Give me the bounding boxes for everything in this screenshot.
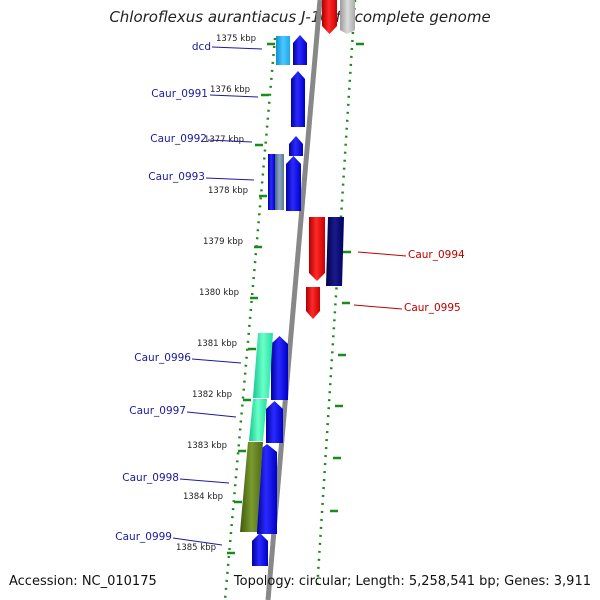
- scale-tick-label: 1379 kbp: [203, 237, 243, 247]
- scale-tick-label: 1385 kbp: [176, 543, 216, 553]
- partial-gene-top-red: [322, 0, 337, 34]
- outer-dotted-ruler: [315, 0, 357, 591]
- genome-summary: Topology: circular; Length: 5,258,541 bp…: [233, 574, 591, 589]
- gene-label-leader: [353, 304, 403, 310]
- gene-label-leader: [209, 94, 259, 98]
- gene-arrow-dcd[interactable]: [293, 35, 307, 65]
- scale-tick-label: 1378 kbp: [208, 186, 248, 196]
- gene-label-leader: [186, 411, 237, 418]
- gene-arrow-Caur_0995[interactable]: [306, 287, 320, 319]
- gene-label-Caur_0998[interactable]: Caur_0998: [122, 472, 179, 484]
- outer-ruler-dashes: [330, 42, 364, 513]
- gene-arrow-Caur_0992[interactable]: [289, 136, 303, 156]
- accession: Accession: NC_010175: [9, 574, 157, 589]
- gene-labels: dcd Caur_0991 Caur_0992 Caur_0993 Caur_0994 C…: [115, 41, 465, 546]
- feature-block-blue: [268, 154, 275, 210]
- feature-block-olive: [240, 442, 263, 532]
- map-title: Chloroflexus aurantiacus J-10-fl, comple…: [109, 8, 491, 26]
- feature-block-navy: [326, 217, 344, 286]
- gene-label-Caur_0995[interactable]: Caur_0995: [404, 302, 461, 314]
- gene-label-Caur_0994[interactable]: Caur_0994: [408, 249, 465, 261]
- gene-label-Caur_0996[interactable]: Caur_0996: [134, 352, 191, 364]
- scale-tick-label: 1380 kbp: [199, 288, 239, 298]
- gene-arrow-Caur_0993[interactable]: [286, 156, 301, 211]
- gene-label-leader: [205, 177, 255, 181]
- gene-label-leader: [179, 478, 230, 484]
- gene-label-Caur_0999[interactable]: Caur_0999: [115, 531, 172, 543]
- gene-arrow-Caur_0996[interactable]: [271, 336, 288, 400]
- gene-label-leader: [211, 46, 263, 50]
- gene-arrow-Caur_0991[interactable]: [291, 71, 305, 127]
- gene-arrow-Caur_0994[interactable]: [309, 217, 325, 281]
- gene-label-leader: [207, 139, 253, 143]
- feature-block-cyan: [276, 36, 290, 65]
- gene-label-dcd[interactable]: dcd: [192, 41, 211, 53]
- scale-ticks: 1375 kbp 1376 kbp 1377 kbp 1378 kbp 1379 kbp…: [176, 34, 275, 555]
- gene-label-leader: [191, 358, 242, 364]
- partial-gene-top-grey: [340, 0, 355, 34]
- gene-arrow-Caur_0997[interactable]: [266, 401, 283, 443]
- scale-tick-label: 1376 kbp: [210, 85, 250, 95]
- scale-tick-label: 1377 kbp: [204, 135, 244, 145]
- scale-tick-label: 1381 kbp: [197, 339, 237, 349]
- gene-arrow-Caur_0998[interactable]: [257, 444, 277, 534]
- feature-block-slate: [275, 154, 284, 210]
- gene-label-leader: [172, 537, 223, 546]
- gene-label-Caur_0997[interactable]: Caur_0997: [129, 405, 186, 417]
- scale-tick-label: 1383 kbp: [187, 441, 227, 451]
- gene-arrow-Caur_0999[interactable]: [252, 533, 268, 566]
- feature-block-teal: [253, 333, 273, 398]
- scale-tick-label: 1384 kbp: [183, 492, 223, 502]
- gene-label-leader: [357, 251, 407, 257]
- genes: [240, 35, 344, 566]
- gene-label-Caur_0993[interactable]: Caur_0993: [148, 171, 205, 183]
- scale-tick-label: 1375 kbp: [216, 34, 256, 44]
- scale-tick-label: 1382 kbp: [192, 390, 232, 400]
- feature-block-teal: [249, 399, 267, 441]
- gene-label-Caur_0991[interactable]: Caur_0991: [151, 88, 208, 100]
- gene-label-Caur_0992[interactable]: Caur_0992: [150, 133, 207, 145]
